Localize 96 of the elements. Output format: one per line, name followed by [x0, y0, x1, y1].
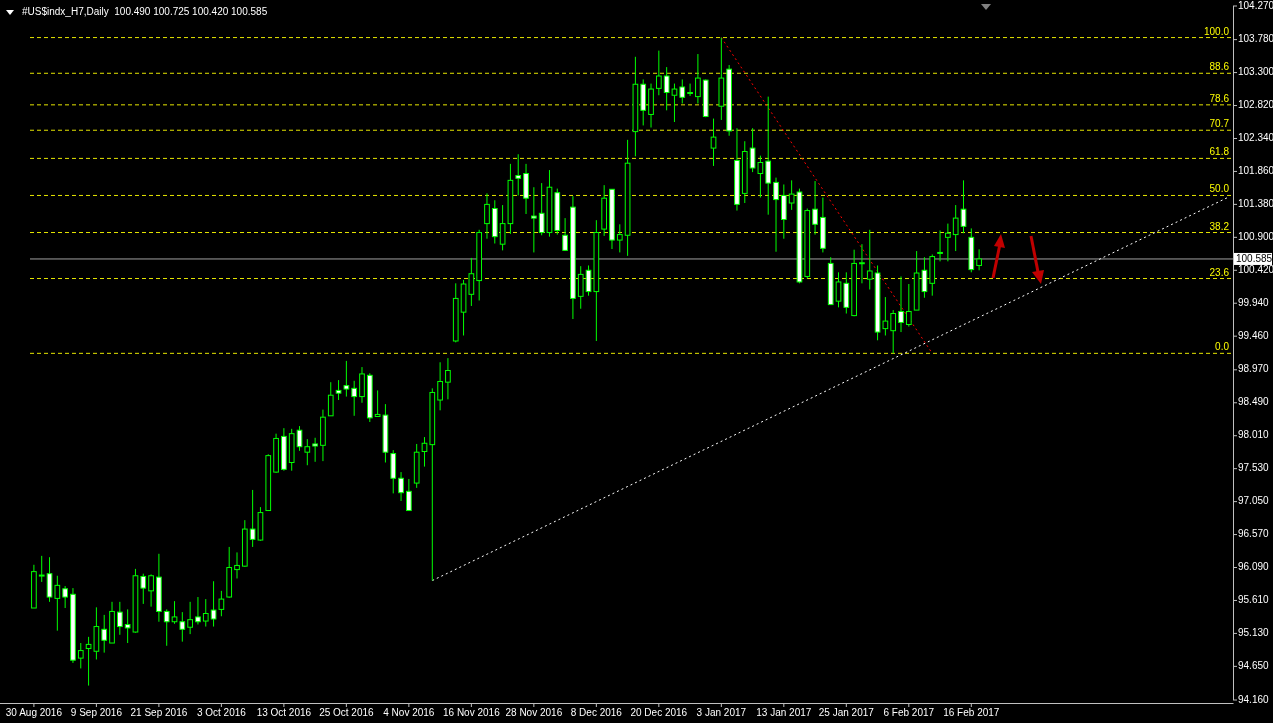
x-tick-label: 13 Oct 2016	[256, 707, 312, 718]
annotation: 78.6	[1209, 92, 1230, 104]
candlestick	[406, 478, 412, 512]
y-tick-label: 99.940	[1238, 296, 1270, 308]
candlestick	[905, 283, 912, 328]
annotation: 38.2	[1209, 220, 1230, 232]
candlestick	[398, 471, 404, 502]
x-tick-label: 3 Jan 2017	[696, 707, 747, 718]
x-tick-label: 8 Dec 2016	[570, 707, 623, 718]
candlestick	[710, 118, 717, 167]
y-tick-label: 103.300	[1238, 66, 1273, 78]
y-tick-label: 98.490	[1238, 396, 1270, 408]
annotation: 61.8	[1209, 146, 1230, 158]
x-tick-label: 25 Jan 2017	[818, 707, 875, 718]
y-tick-label: 103.780	[1238, 33, 1273, 45]
candlestick	[101, 614, 108, 654]
candlestick	[312, 437, 318, 463]
y-tick-label: 100.900	[1238, 230, 1273, 242]
y-tick-label: 101.860	[1238, 165, 1273, 177]
candlestick	[812, 180, 818, 236]
candlestick	[976, 248, 982, 271]
y-tick-label: 101.380	[1238, 198, 1273, 210]
candlestick	[531, 186, 537, 253]
y-tick-label: 102.820	[1238, 99, 1273, 111]
candlestick	[234, 551, 240, 579]
candlestick	[187, 601, 193, 635]
annotation: 70.7	[1209, 118, 1230, 130]
x-tick-label: 9 Sep 2016	[70, 707, 123, 718]
y-tick-label: 102.340	[1238, 132, 1273, 144]
candlestick	[421, 436, 428, 468]
y-tick-label: 95.130	[1238, 627, 1270, 639]
candlestick	[38, 555, 45, 583]
candlestick	[437, 361, 443, 411]
x-tick-label: 4 Nov 2016	[383, 707, 435, 718]
x-tick-label: 28 Nov 2016	[505, 707, 563, 718]
candlestick	[343, 360, 350, 398]
y-tick-label: 97.050	[1238, 495, 1270, 507]
x-tick-label: 20 Dec 2016	[630, 707, 688, 718]
candlestick	[304, 438, 311, 466]
candlestick	[765, 96, 772, 216]
y-tick-label: 99.460	[1238, 329, 1270, 341]
candlestick	[163, 608, 170, 647]
candlestick	[687, 83, 693, 97]
candlestick	[577, 265, 584, 310]
candlestick	[195, 596, 201, 625]
x-tick-label: 16 Nov 2016	[443, 707, 501, 718]
y-tick-label: 95.610	[1238, 594, 1270, 606]
y-tick-label: 97.530	[1238, 462, 1270, 474]
y-tick-label: 98.970	[1238, 363, 1270, 375]
candlestick	[866, 229, 873, 290]
y-tick-label: 94.650	[1238, 660, 1270, 671]
annotation: 50.0	[1209, 183, 1230, 195]
x-tick-label: 25 Oct 2016	[319, 707, 375, 718]
candlestick	[898, 275, 904, 333]
annotation: 0.0	[1215, 341, 1230, 353]
candlestick	[327, 381, 334, 417]
candlestick	[140, 573, 147, 605]
candlestick	[335, 379, 342, 401]
candlestick	[890, 309, 897, 354]
candlestick	[937, 229, 943, 262]
annotation: 100.0	[1203, 25, 1230, 37]
annotation: 88.6	[1209, 61, 1230, 73]
x-tick-label: 6 Feb 2017	[883, 707, 935, 718]
candlestick	[562, 217, 568, 252]
annotation: 23.6	[1209, 266, 1230, 278]
candlestick	[116, 601, 123, 636]
candlestick	[515, 153, 522, 196]
x-tick-label: 3 Oct 2016	[196, 707, 247, 718]
candlestick	[679, 78, 686, 104]
candlestick	[148, 573, 154, 608]
candlestick	[952, 204, 959, 252]
x-tick-label: 21 Sep 2016	[130, 707, 188, 718]
candlestick	[77, 642, 84, 669]
ref-line-label: 100.585	[1236, 252, 1273, 264]
x-tick-label: 16 Feb 2017	[943, 707, 1000, 718]
candlestick	[773, 177, 779, 253]
candlestick	[202, 598, 209, 628]
candlestick	[656, 50, 662, 96]
candlestick	[945, 223, 951, 262]
candlestick	[351, 380, 358, 417]
y-tick-label: 104.270	[1238, 0, 1273, 11]
candlestick	[359, 366, 365, 404]
y-tick-label: 96.570	[1238, 528, 1270, 540]
candlestick	[616, 223, 623, 253]
x-tick-label: 30 Aug 2016	[5, 707, 63, 718]
y-tick-label: 94.160	[1238, 693, 1270, 705]
candlestick	[445, 357, 451, 400]
candlestick	[859, 243, 865, 284]
y-tick-label: 98.010	[1238, 429, 1270, 441]
y-tick-label: 96.090	[1238, 561, 1270, 573]
x-tick-label: 13 Jan 2017	[756, 707, 812, 718]
candlestick	[62, 585, 68, 609]
y-tick-label: 100.420	[1238, 263, 1273, 275]
chart-title: #US$indx_H7,Daily 100.490 100.725 100.420 100.585	[22, 6, 268, 17]
candlestick	[484, 192, 490, 240]
candlestick	[695, 53, 701, 104]
